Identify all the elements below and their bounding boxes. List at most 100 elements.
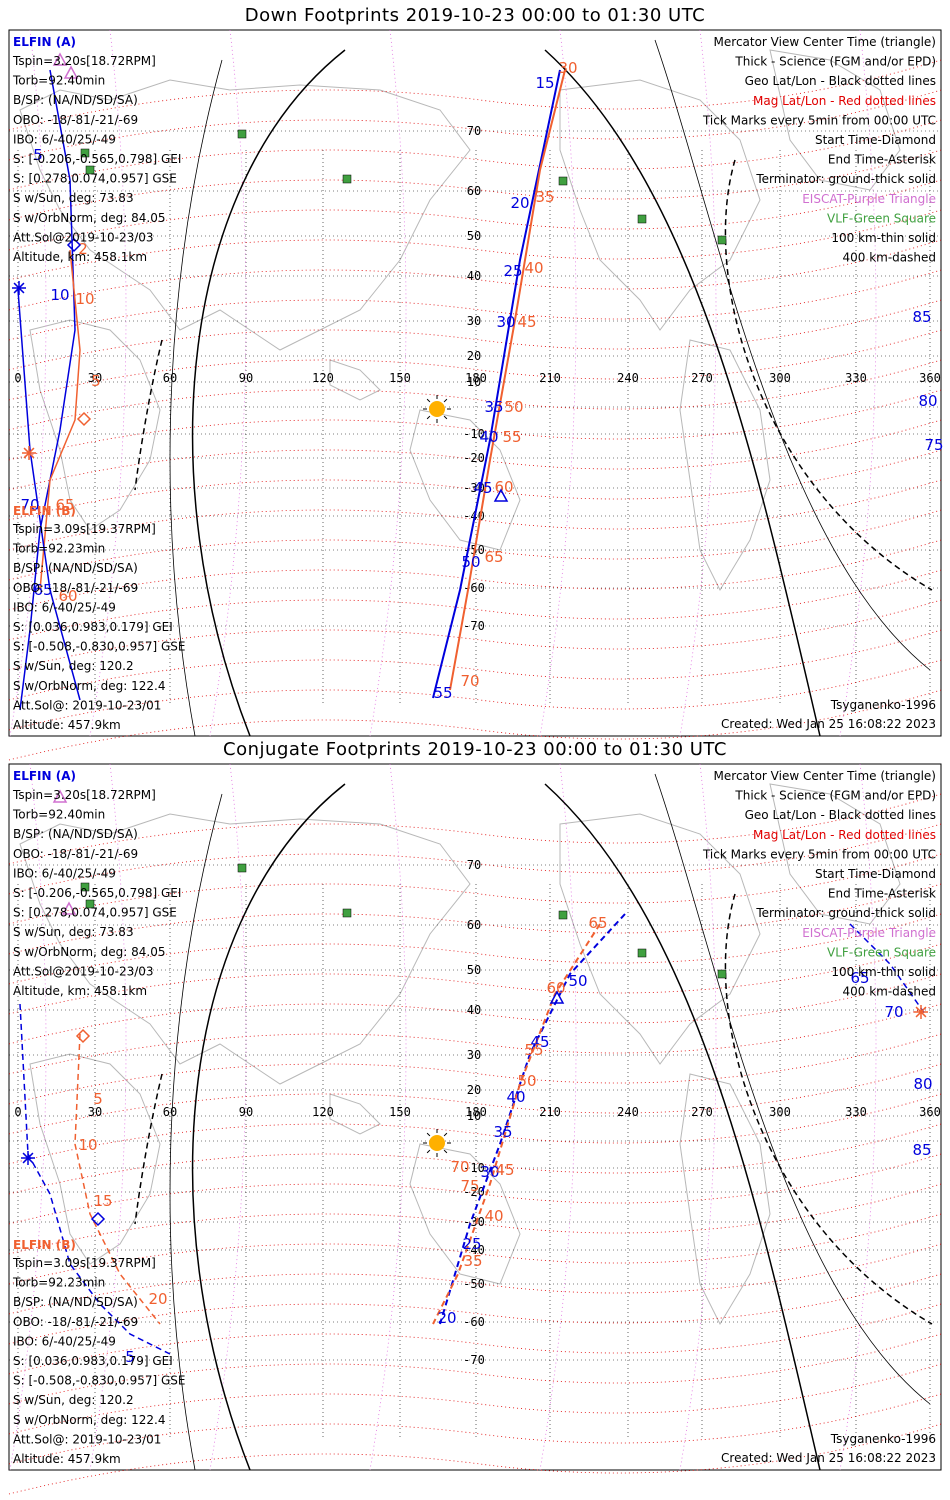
lat-tick-label: -70 xyxy=(463,619,485,633)
continent-shape xyxy=(769,49,901,191)
elfin-a-info-line: Altitude, km: 458.1km xyxy=(13,984,147,998)
down-panel-title: Down Footprints 2019-10-23 00:00 to 01:3… xyxy=(244,5,706,26)
elfin-a-time-label: 65 xyxy=(33,581,52,599)
lon-tick-label: 270 xyxy=(691,371,713,385)
lon-tick-label: 0 xyxy=(14,1105,21,1119)
lat-tick-label: 10 xyxy=(467,1109,481,1123)
lon-tick-label: 120 xyxy=(312,371,334,385)
lon-tick-label: 330 xyxy=(845,371,867,385)
elfin-a-info-line: S w/OrbNorm, deg: 84.05 xyxy=(13,211,165,225)
lat-tick-label: -10 xyxy=(463,1161,485,1175)
elfin-b-info-line: B/SP: (NA/ND/SD/SA) xyxy=(13,561,138,575)
elfin-a-info-line: B/SP: (NA/ND/SD/SA) xyxy=(13,93,138,107)
elfin-a-title: ELFIN (A) xyxy=(13,35,76,49)
legend-entry: Terminator: ground-thick solid xyxy=(755,906,936,920)
sun-ray xyxy=(426,1132,431,1137)
lon-tick-label: 330 xyxy=(845,1105,867,1119)
elfin-a-info-line: S w/Sun, deg: 73.83 xyxy=(13,925,134,939)
elfin-b-info-line: S: [-0.508,-0.830,0.957] GSE xyxy=(13,1374,186,1388)
elfin-b-time-label: 50 xyxy=(517,1072,536,1090)
start-diamond-icon xyxy=(90,1211,106,1227)
legend-entry: End Time-Asterisk xyxy=(828,153,936,167)
elfin-b-info-line: Torb=92.23min xyxy=(12,1276,105,1290)
center-time-triangle-icon xyxy=(52,52,68,66)
lon-tick-label: 120 xyxy=(312,1105,334,1119)
terminator-400km-west xyxy=(134,1073,163,1225)
elfin-a-time-label: 30 xyxy=(480,1163,499,1181)
elfin-b-title: ELFIN (B) xyxy=(13,504,76,518)
elfin-b-info-line: S w/OrbNorm, deg: 122.4 xyxy=(13,1413,165,1427)
lat-tick-label: 40 xyxy=(467,269,481,283)
legend-entry: 100 km-thin solid xyxy=(831,231,936,245)
continent-shape xyxy=(19,813,471,1085)
elfin-b-time-label: 55 xyxy=(524,1041,543,1059)
elfin-a-time-label: 5 xyxy=(33,146,43,164)
elfin-a-track-west xyxy=(19,69,76,711)
elfin-b-time-label: 65 xyxy=(484,548,503,566)
elfin-b-time-label: 15 xyxy=(93,1192,112,1210)
elfin-a-time-label: 40 xyxy=(506,1088,525,1106)
lon-tick-label: 240 xyxy=(617,1105,639,1119)
elfin-a-info-line: OBO: -18/-81/-21/-69 xyxy=(13,113,138,127)
asterisk-stroke xyxy=(915,1006,927,1018)
legend-entry: Mag Lat/Lon - Red dotted lines xyxy=(753,828,936,842)
elfin-b-info-line: B/SP: (NA/ND/SD/SA) xyxy=(13,1295,138,1309)
elfin-b-time-label: 50 xyxy=(504,398,523,416)
elfin-b-time-label: 40 xyxy=(484,1207,503,1225)
elfin-b-time-label: 70 xyxy=(450,1158,469,1176)
mag-meridian xyxy=(9,29,47,737)
continent-shape xyxy=(329,1093,381,1135)
track-markers xyxy=(21,789,928,1227)
elfin-b-time-label: 40 xyxy=(524,259,543,277)
mag-meridian xyxy=(89,29,127,737)
elfin-a-info-line: Tspin=3.20s[18.72RPM] xyxy=(12,788,156,802)
continent-shape xyxy=(409,1143,521,1285)
elfin-a-info-line: IBO: 6/-40/25/-49 xyxy=(13,132,116,146)
end-asterisk-icon xyxy=(12,281,26,295)
elfin-b-time-label: 10 xyxy=(75,290,94,308)
lat-tick-label: -60 xyxy=(463,581,485,595)
lon-tick-label: 60 xyxy=(163,1105,177,1119)
mag-meridian xyxy=(839,763,877,1471)
elfin-a-time-label: 25 xyxy=(462,1235,481,1253)
elfin-a-info-line: Tspin=3.20s[18.72RPM] xyxy=(12,54,156,68)
elfin-a-time-label: 50 xyxy=(568,972,587,990)
terminator-ground-east xyxy=(544,49,821,737)
legend-entry: VLF-Green Square xyxy=(827,945,936,959)
legend-entry: Geo Lat/Lon - Black dotted lines xyxy=(745,74,936,88)
elfin-a-time-label: 10 xyxy=(50,286,69,304)
lat-tick-label: 50 xyxy=(467,229,481,243)
created-timestamp: Created: Wed Jan 25 16:08:22 2023 xyxy=(721,1451,936,1465)
lon-tick-label: 0 xyxy=(14,371,21,385)
elfin-a-info-line: S: [0.278,0.074,0.957] GSE xyxy=(13,172,177,186)
terminator-100km xyxy=(169,59,223,737)
lon-tick-label: 300 xyxy=(769,1105,791,1119)
elfin-a-time-label: 20 xyxy=(437,1309,456,1327)
end-asterisk-icon xyxy=(22,446,36,460)
elfin-b-time-label: 20 xyxy=(148,1290,167,1308)
elfin-a-info-line: B/SP: (NA/ND/SD/SA) xyxy=(13,827,138,841)
orbit-tracks xyxy=(17,69,566,711)
continent-shape xyxy=(769,783,901,925)
sun-icon xyxy=(423,1129,451,1157)
elfin-b-time-label: 5 xyxy=(93,1090,103,1108)
vlf-station-square xyxy=(558,176,568,186)
vlf-station-square xyxy=(717,235,727,245)
elfin-b-info-line: Att.Sol@: 2019-10-23/01 xyxy=(13,698,161,712)
legend-entry: EISCAT-Purple Triangle xyxy=(802,192,936,206)
lat-tick-label: -70 xyxy=(463,1353,485,1367)
elfin-b-info-line: OBO: -18/-81/-21/-69 xyxy=(13,581,138,595)
lat-tick-label: -30 xyxy=(463,1215,485,1229)
lat-tick-label: 70 xyxy=(467,858,481,872)
elfin-b-track-west xyxy=(74,1033,161,1325)
elfin-a-info-line: IBO: 6/-40/25/-49 xyxy=(13,866,116,880)
elfin-a-info-line: OBO: -18/-81/-21/-69 xyxy=(13,847,138,861)
elfin-b-info-line: S w/OrbNorm, deg: 122.4 xyxy=(13,679,165,693)
vlf-station-square xyxy=(637,214,647,224)
lat-tick-label: 10 xyxy=(467,375,481,389)
elfin-a-time-label: 15 xyxy=(535,74,554,92)
elfin-b-time-label: 10 xyxy=(78,1136,97,1154)
legend-entry: Geo Lat/Lon - Black dotted lines xyxy=(745,808,936,822)
